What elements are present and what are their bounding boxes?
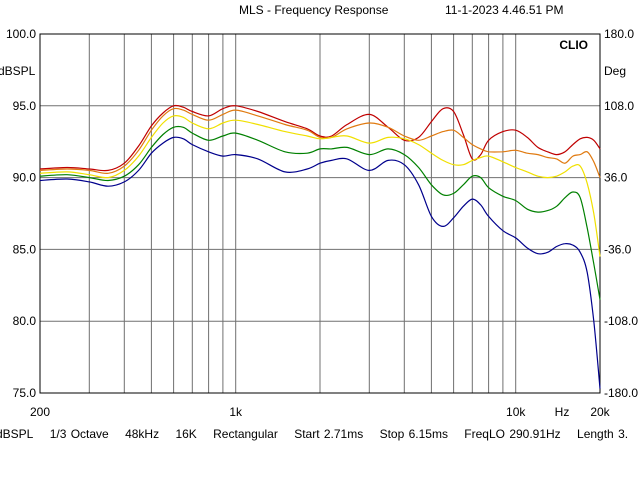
status-smoothing: 1/3 Octave <box>49 427 109 441</box>
series-line-3 <box>39 114 601 257</box>
y-tick-label: 90.0 <box>13 171 37 185</box>
series-curves <box>39 104 601 389</box>
y-axis-label: dBSPL <box>0 64 36 78</box>
x-tick-label: 200 <box>30 405 50 419</box>
status-sample-rate: 48kHz <box>125 427 160 441</box>
status-size: 16K <box>175 427 197 441</box>
chart-title: MLS - Frequency Response <box>239 3 389 17</box>
status-freq-lo: FreqLO 290.91Hz <box>464 427 561 441</box>
y-tick-label: 95.0 <box>13 99 37 113</box>
x-tick-label: 20k <box>590 405 610 419</box>
y2-tick-label: -108.0 <box>604 314 638 328</box>
series-line-5 <box>39 136 601 389</box>
status-bar: dBSPL 1/3 Octave 48kHz 16K Rectangular S… <box>0 427 640 441</box>
status-window: Rectangular <box>213 427 278 441</box>
status-start: Start 2.71ms <box>294 427 364 441</box>
series-line-2 <box>39 107 601 178</box>
y-tick-label: 75.0 <box>13 386 37 400</box>
watermark: CLIO <box>559 38 588 52</box>
x-tick-label: 1k <box>229 405 243 419</box>
timestamp: 11-1-2023 4.46.51 PM <box>445 3 564 17</box>
series-line-4 <box>39 125 601 300</box>
y2-tick-label: 180.0 <box>604 27 634 41</box>
y2-axis-label: Deg <box>604 64 626 78</box>
status-stop: Stop 6.15ms <box>379 427 448 441</box>
axis-labels: 100.0 95.0 90.0 85.0 80.0 75.0 180.0 108.0 36.0 -… <box>6 27 638 419</box>
y2-tick-label: 36.0 <box>604 171 628 185</box>
x-axis-label: Hz <box>555 405 570 419</box>
x-tick-label: 10k <box>506 405 526 419</box>
y-tick-label: 85.0 <box>13 242 37 256</box>
grid-lines <box>39 33 601 394</box>
status-length: Length 3. <box>577 427 629 441</box>
status-unit: dBSPL <box>0 427 34 441</box>
y-tick-label: 100.0 <box>6 27 36 41</box>
y2-tick-label: 108.0 <box>604 99 634 113</box>
plot-frame <box>39 33 601 394</box>
y-tick-label: 80.0 <box>13 314 37 328</box>
y2-tick-label: -36.0 <box>604 242 632 256</box>
y2-tick-label: -180.0 <box>604 386 638 400</box>
